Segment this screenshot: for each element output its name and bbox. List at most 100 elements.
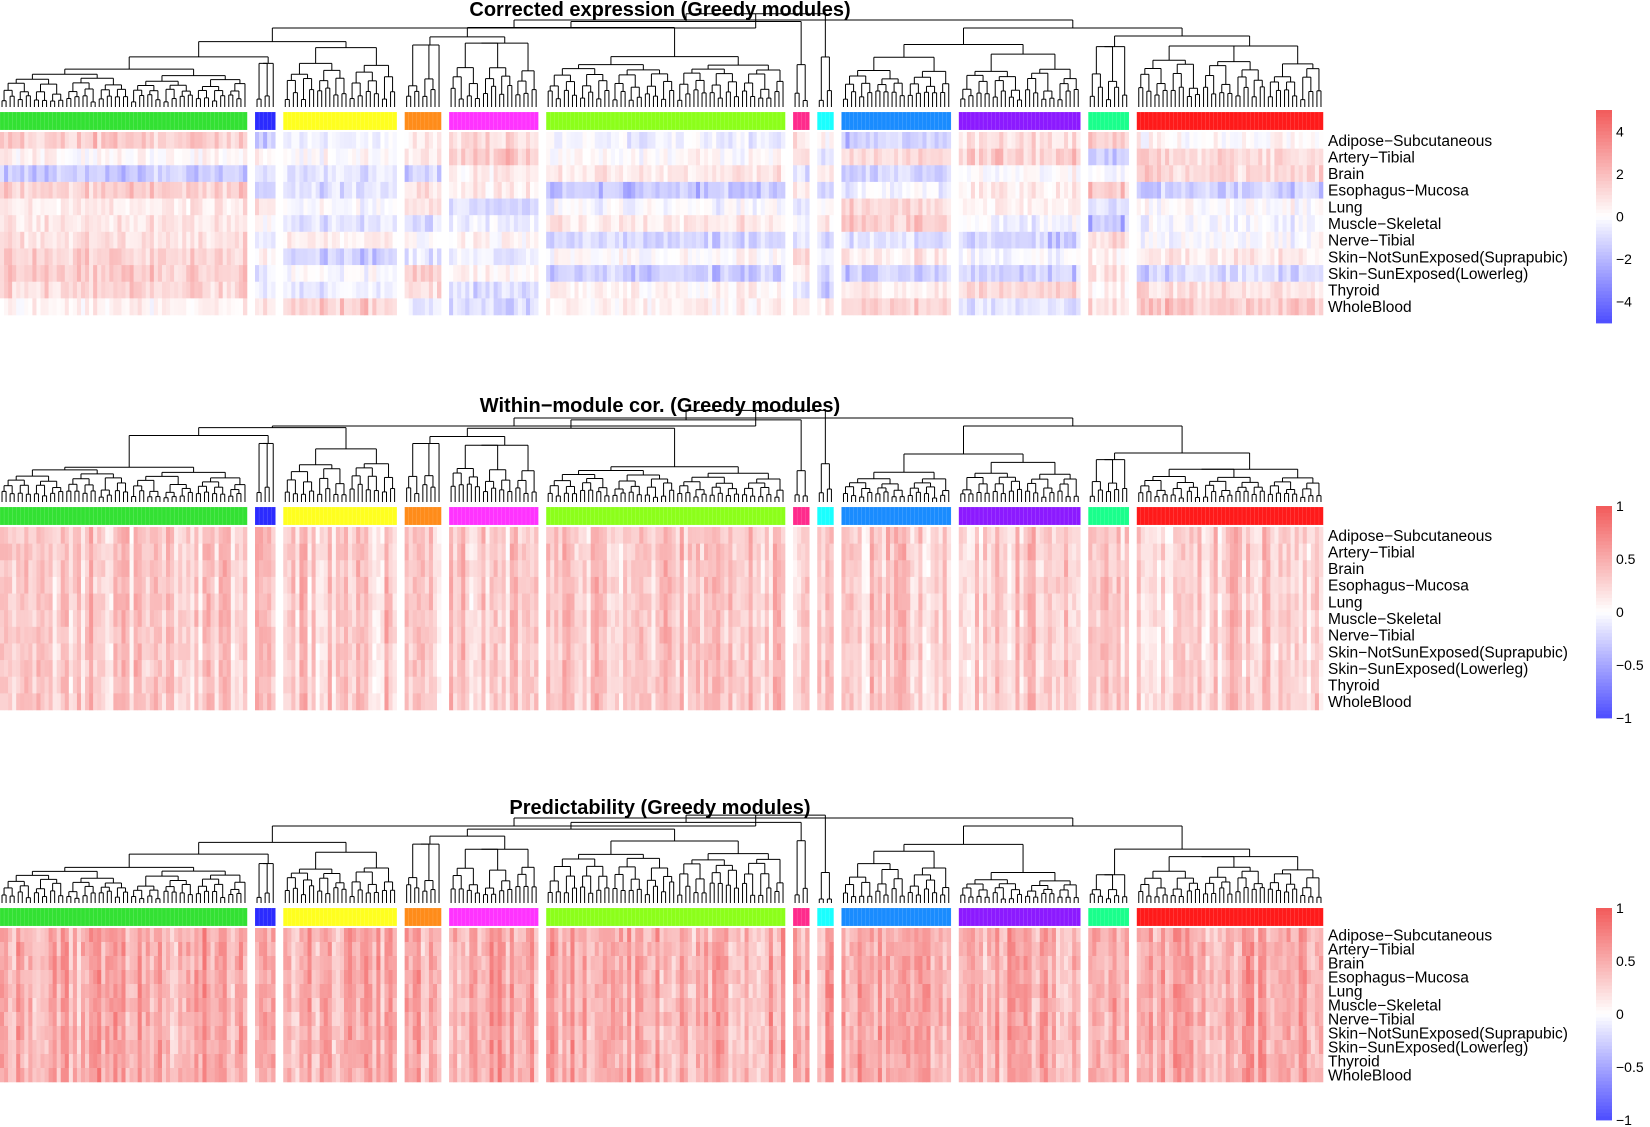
heatmap-cell — [1124, 165, 1130, 183]
heatmap-cell — [384, 298, 389, 316]
heatmap-cell — [267, 231, 272, 249]
heatmap-cell — [1104, 198, 1109, 216]
heatmap-cell — [117, 198, 122, 216]
heatmap-cell — [1108, 181, 1113, 199]
heatmap-cell — [105, 148, 110, 166]
module-color-cell — [679, 111, 685, 131]
heatmap-cell — [1104, 181, 1109, 199]
heatmap-cell — [716, 248, 721, 266]
heatmap-cell — [631, 132, 636, 149]
heatmap-cell — [983, 231, 988, 249]
module-color-cell — [1148, 111, 1154, 131]
heatmap-cell — [186, 265, 191, 283]
module-color-cell — [392, 111, 398, 131]
heatmap-cell — [40, 165, 45, 183]
module-color-cell — [1310, 111, 1316, 131]
heatmap-cell — [299, 265, 304, 283]
module-color-cell — [817, 111, 822, 131]
heatmap-cell — [667, 298, 672, 316]
heatmap-cell — [938, 181, 943, 199]
heatmap-cell — [80, 181, 86, 199]
heatmap-cell — [1064, 298, 1069, 316]
module-color-cell — [618, 111, 624, 131]
heatmap-cell — [716, 132, 721, 149]
heatmap-cell — [40, 281, 45, 299]
heatmap-cell — [1278, 298, 1283, 316]
heatmap-cell — [805, 148, 810, 166]
heatmap-cell — [683, 281, 689, 299]
heatmap-cell — [695, 165, 701, 183]
heatmap-cell — [210, 132, 215, 149]
heatmap-cell — [404, 231, 409, 249]
heatmap-cell — [1140, 265, 1146, 283]
module-color-cell — [1156, 111, 1162, 131]
heatmap-cell — [1007, 281, 1012, 299]
heatmap-cell — [40, 132, 45, 149]
heatmap-cell — [825, 165, 830, 183]
heatmap-cell — [48, 231, 53, 249]
heatmap-cell — [76, 198, 82, 216]
heatmap-cell — [606, 132, 612, 149]
heatmap-cell — [461, 215, 466, 233]
heatmap-cell — [4, 181, 9, 199]
module-color-cell — [857, 111, 863, 131]
module-color-cell — [902, 111, 907, 131]
heatmap-cell — [1306, 165, 1312, 183]
heatmap-cell — [145, 231, 151, 249]
heatmap-cell — [182, 248, 187, 266]
heatmap-cell — [174, 181, 179, 199]
module-color-cell — [1007, 111, 1012, 131]
heatmap-cell — [1136, 165, 1142, 183]
heatmap-cell — [1011, 198, 1016, 216]
module-color-cell — [448, 111, 454, 131]
heatmap-cell — [708, 248, 713, 266]
heatmap-cell — [675, 248, 681, 266]
heatmap-cell — [550, 181, 555, 199]
heatmap-cell — [40, 265, 45, 283]
heatmap-cell — [942, 148, 948, 166]
heatmap-cell — [517, 148, 523, 166]
heatmap-cell — [817, 248, 822, 266]
heatmap-cell — [267, 248, 272, 266]
heatmap-cell — [1112, 248, 1117, 266]
heatmap-cell — [1051, 181, 1057, 199]
heatmap-cell — [0, 165, 5, 183]
heatmap-cell — [170, 132, 175, 149]
heatmap-cell — [113, 132, 118, 149]
heatmap-cell — [602, 198, 608, 216]
heatmap-cell — [881, 198, 887, 216]
module-color-cell — [995, 111, 1000, 131]
module-color-cell — [137, 111, 143, 131]
heatmap-cell — [404, 132, 409, 149]
heatmap-cell — [101, 181, 106, 199]
heatmap-cell — [841, 281, 846, 299]
heatmap-cell — [60, 215, 66, 233]
heatmap-cell — [182, 132, 187, 149]
heatmap-cell — [1262, 198, 1267, 216]
heatmap-cell — [772, 281, 778, 299]
heatmap-cell — [534, 231, 539, 249]
module-color-cell — [1116, 111, 1122, 131]
heatmap-cell — [489, 265, 494, 283]
heatmap-cell — [797, 148, 802, 166]
heatmap-cell — [8, 265, 13, 283]
heatmap-cell — [1060, 281, 1065, 299]
heatmap-cell — [1177, 298, 1182, 316]
heatmap-cell — [1112, 231, 1117, 249]
heatmap-cell — [473, 248, 478, 266]
heatmap-cell — [853, 165, 858, 183]
module-color-cell — [724, 111, 729, 131]
heatmap-cell — [586, 181, 591, 199]
module-color-cell — [800, 111, 806, 131]
heatmap-cell — [1310, 132, 1316, 149]
heatmap-cell — [161, 198, 167, 216]
heatmap-cell — [1003, 198, 1008, 216]
heatmap-cell — [801, 231, 806, 249]
heatmap-cell — [303, 132, 308, 149]
heatmap-cell — [129, 231, 134, 249]
heatmap-cell — [1221, 298, 1227, 316]
heatmap-cell — [991, 215, 996, 233]
module-color-cell — [1059, 111, 1065, 131]
heatmap-cell — [797, 281, 802, 299]
heatmap-cell — [133, 181, 138, 199]
